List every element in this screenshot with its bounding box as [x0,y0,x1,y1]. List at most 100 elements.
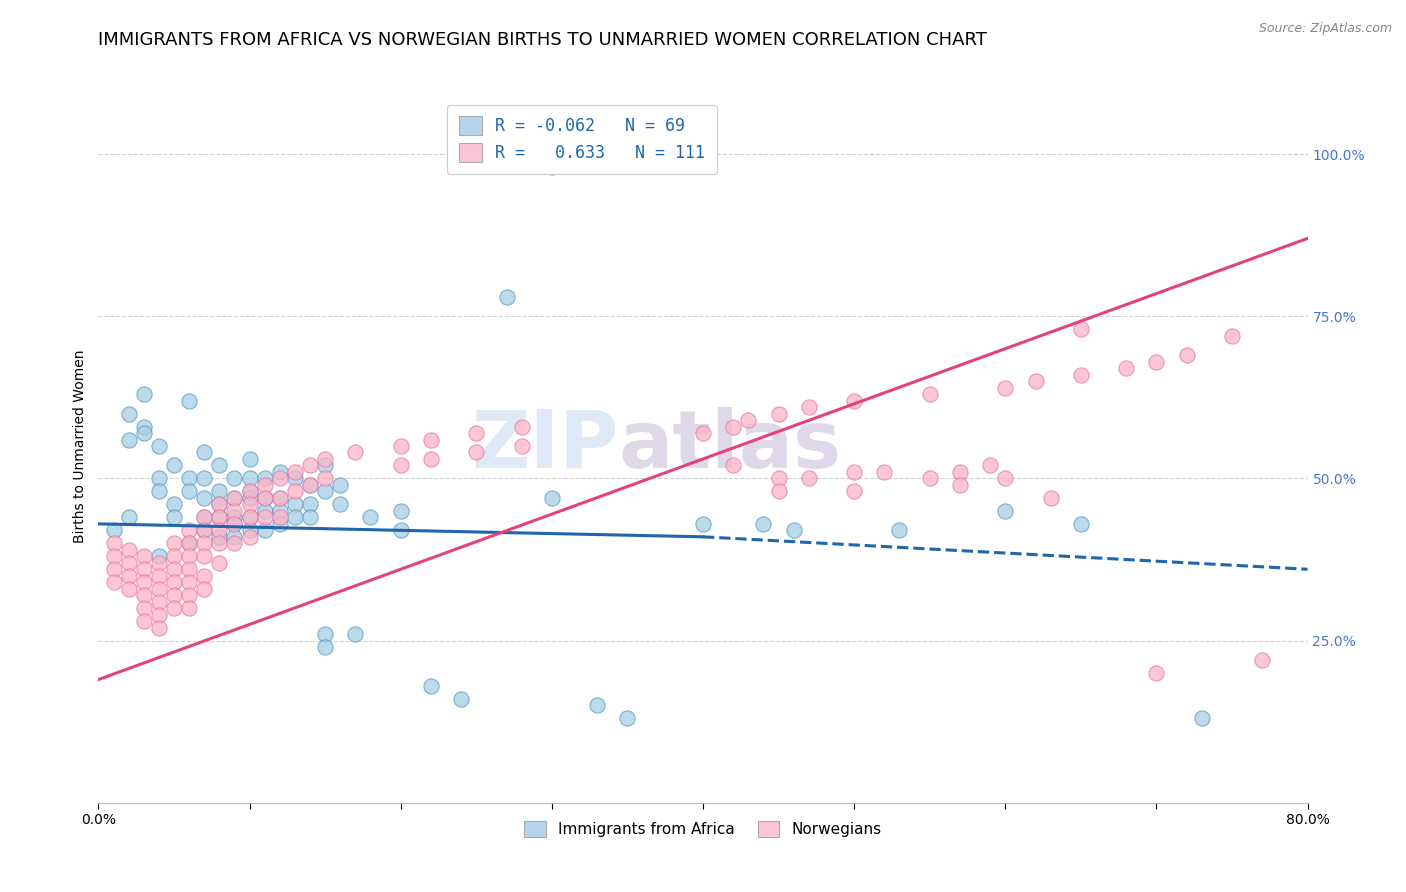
Point [540,160,562,174]
Point [103,524,125,538]
Point [208,510,231,524]
Point [1070,322,1092,336]
Point [224,510,246,524]
Point [692,147,714,161]
Text: Source: ZipAtlas.com: Source: ZipAtlas.com [1258,22,1392,36]
Point [208,497,231,511]
Point [1039,491,1062,505]
Point [344,445,367,459]
Point [163,562,186,576]
Point [239,510,262,524]
Point [1191,711,1213,725]
Point [179,549,201,564]
Y-axis label: Births to Unmarried Women: Births to Unmarried Women [73,350,87,542]
Point [284,497,307,511]
Point [314,627,336,641]
Point [193,524,215,538]
Point [284,471,307,485]
Point [239,524,262,538]
Point [193,568,215,582]
Point [148,549,170,564]
Point [179,471,201,485]
Point [918,387,941,401]
Point [540,491,562,505]
Point [103,549,125,564]
Point [752,516,775,531]
Point [768,471,790,485]
Point [132,601,155,615]
Point [179,588,201,602]
Point [193,471,215,485]
Point [737,413,759,427]
Point [844,465,866,479]
Point [797,400,820,414]
Point [132,588,155,602]
Point [1115,361,1137,376]
Point [208,458,231,473]
Point [616,147,638,161]
Point [253,491,276,505]
Point [783,524,806,538]
Point [239,497,262,511]
Point [163,575,186,590]
Point [723,458,745,473]
Point [768,484,790,499]
Point [179,601,201,615]
Point [616,711,638,725]
Point [1146,666,1168,681]
Point [269,510,291,524]
Point [239,530,262,544]
Point [193,510,215,524]
Point [540,147,562,161]
Point [949,465,972,479]
Point [1220,328,1243,343]
Point [224,536,246,550]
Point [360,510,382,524]
Point [269,491,291,505]
Point [148,595,170,609]
Point [314,640,336,654]
Point [163,536,186,550]
Point [239,471,262,485]
Point [148,621,170,635]
Point [284,510,307,524]
Point [647,153,669,168]
Point [389,439,412,453]
Point [314,484,336,499]
Point [284,484,307,499]
Point [994,504,1017,518]
Point [844,484,866,499]
Point [208,497,231,511]
Point [148,439,170,453]
Point [163,497,186,511]
Point [179,393,201,408]
Point [208,530,231,544]
Point [540,153,562,168]
Text: IMMIGRANTS FROM AFRICA VS NORWEGIAN BIRTHS TO UNMARRIED WOMEN CORRELATION CHART: IMMIGRANTS FROM AFRICA VS NORWEGIAN BIRT… [98,31,987,49]
Point [253,491,276,505]
Point [224,516,246,531]
Point [224,504,246,518]
Point [253,510,276,524]
Point [163,601,186,615]
Point [1251,653,1274,667]
Point [224,516,246,531]
Point [224,491,246,505]
Point [1175,348,1198,362]
Point [844,393,866,408]
Point [329,478,352,492]
Point [163,588,186,602]
Point [239,484,262,499]
Point [269,504,291,518]
Point [420,433,443,447]
Point [1070,368,1092,382]
Point [224,491,246,505]
Point [949,478,972,492]
Point [132,425,155,440]
Point [118,582,141,596]
Point [208,484,231,499]
Point [208,556,231,570]
Point [179,524,201,538]
Point [994,381,1017,395]
Point [647,147,669,161]
